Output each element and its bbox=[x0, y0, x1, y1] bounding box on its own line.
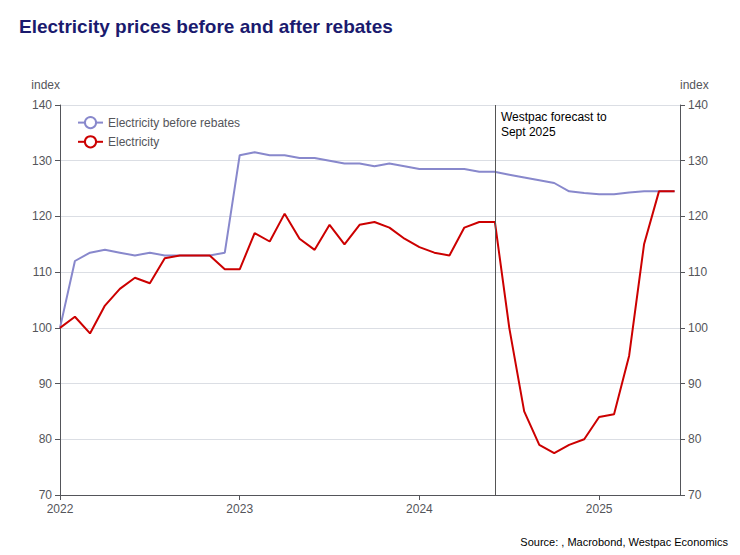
svg-text:Sept 2025: Sept 2025 bbox=[501, 125, 556, 139]
svg-text:130: 130 bbox=[32, 154, 52, 168]
svg-text:2022: 2022 bbox=[47, 502, 74, 516]
svg-text:80: 80 bbox=[39, 432, 53, 446]
svg-text:70: 70 bbox=[39, 488, 53, 502]
svg-text:70: 70 bbox=[688, 488, 702, 502]
svg-text:Electricity: Electricity bbox=[108, 135, 159, 149]
svg-text:2024: 2024 bbox=[406, 502, 433, 516]
svg-text:index: index bbox=[31, 78, 60, 92]
svg-text:index: index bbox=[680, 78, 709, 92]
svg-text:90: 90 bbox=[39, 377, 53, 391]
svg-text:Electricity prices before and: Electricity prices before and after reba… bbox=[19, 16, 393, 37]
svg-text:130: 130 bbox=[688, 154, 708, 168]
svg-text:90: 90 bbox=[688, 377, 702, 391]
svg-text:100: 100 bbox=[32, 321, 52, 335]
svg-text:110: 110 bbox=[688, 265, 707, 279]
svg-text:Westpac forecast to: Westpac forecast to bbox=[501, 110, 607, 124]
svg-text:110: 110 bbox=[33, 265, 52, 279]
svg-text:120: 120 bbox=[688, 209, 708, 223]
svg-text:Electricity before rebates: Electricity before rebates bbox=[108, 116, 240, 130]
svg-text:80: 80 bbox=[688, 432, 702, 446]
svg-text:140: 140 bbox=[688, 98, 708, 112]
svg-text:120: 120 bbox=[32, 209, 52, 223]
svg-text:100: 100 bbox=[688, 321, 708, 335]
svg-text:Source: , Macrobond, Westpac E: Source: , Macrobond, Westpac Economics bbox=[520, 536, 728, 548]
svg-text:140: 140 bbox=[32, 98, 52, 112]
svg-text:2023: 2023 bbox=[226, 502, 253, 516]
svg-text:2025: 2025 bbox=[586, 502, 613, 516]
